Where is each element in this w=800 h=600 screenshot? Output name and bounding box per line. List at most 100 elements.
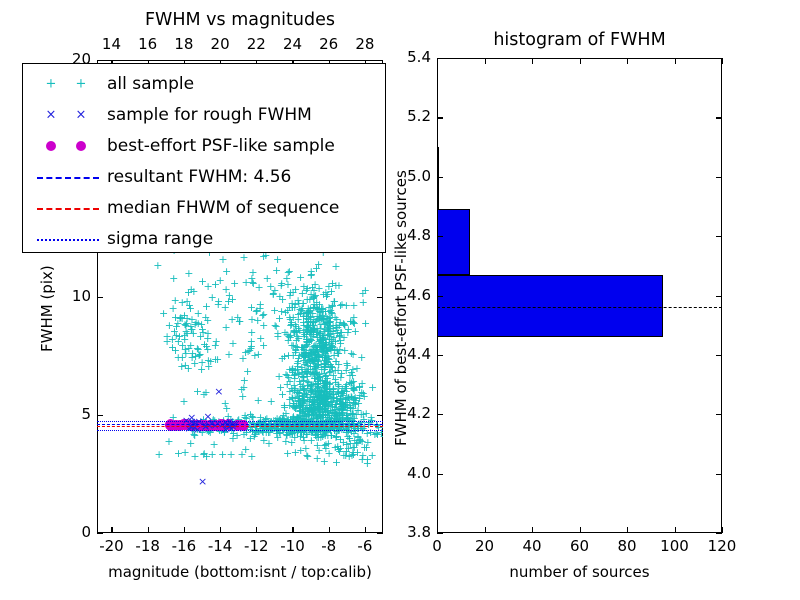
scatter-point-all-sample: + <box>343 425 353 439</box>
scatter-point-all-sample: + <box>320 400 331 414</box>
scatter-point-all-sample: + <box>321 355 332 369</box>
scatter-point-all-sample: + <box>306 347 316 361</box>
scatter-point-all-sample: + <box>308 412 319 426</box>
scatter-point-all-sample: + <box>347 448 357 462</box>
legend-glyph-dashed-line-icon <box>37 207 99 210</box>
scatter-point-all-sample: + <box>298 371 309 385</box>
scatter-point-all-sample: + <box>324 387 334 401</box>
scatter-point-all-sample: + <box>228 337 238 350</box>
scatter-point-all-sample: + <box>333 386 344 400</box>
scatter-point-all-sample: + <box>287 363 298 377</box>
scatter-point-all-sample: + <box>315 340 325 354</box>
scatter-point-all-sample: + <box>332 394 342 408</box>
scatter-point-all-sample: + <box>320 429 330 443</box>
scatter-point-all-sample: + <box>318 305 328 319</box>
scatter-point-all-sample: + <box>332 408 342 422</box>
scatter-point-all-sample: + <box>302 281 313 295</box>
scatter-point-all-sample: + <box>247 325 257 339</box>
scatter-point-all-sample: + <box>312 367 323 381</box>
scatter-point-all-sample: + <box>311 349 321 363</box>
scatter-point-all-sample: + <box>327 395 337 409</box>
scatter-point-all-sample: + <box>329 388 339 402</box>
scatter-point-all-sample: + <box>301 408 311 422</box>
right-ytick-2 <box>437 176 443 178</box>
scatter-point-all-sample: + <box>320 401 330 415</box>
scatter-point-all-sample: + <box>353 435 363 449</box>
scatter-point-all-sample: + <box>307 343 317 357</box>
scatter-point-all-sample: + <box>191 316 201 330</box>
scatter-point-all-sample: + <box>273 326 283 340</box>
scatter-point-all-sample: + <box>357 350 367 364</box>
scatter-point-all-sample: + <box>298 316 309 330</box>
scatter-point-all-sample: + <box>337 381 347 395</box>
scatter-point-all-sample: + <box>299 382 309 396</box>
scatter-point-all-sample: + <box>319 438 330 452</box>
scatter-point-all-sample: + <box>319 385 330 399</box>
scatter-point-all-sample: + <box>316 384 327 398</box>
scatter-point-all-sample: + <box>296 425 306 439</box>
scatter-point-all-sample: + <box>302 334 312 348</box>
scatter-point-all-sample: + <box>324 341 334 355</box>
scatter-point-all-sample: + <box>331 319 341 333</box>
scatter-point-all-sample: + <box>298 374 309 388</box>
scatter-point-all-sample: + <box>297 370 307 384</box>
scatter-point-all-sample: + <box>168 301 178 315</box>
right-yticklabel-7: 4.0 <box>407 463 431 482</box>
scatter-point-all-sample: + <box>223 409 233 423</box>
scatter-point-all-sample: + <box>292 385 303 399</box>
scatter-point-all-sample: + <box>352 446 363 460</box>
scatter-point-all-sample: + <box>346 401 356 415</box>
right-xticklabel-6: 120 <box>707 537 737 555</box>
scatter-point-all-sample: + <box>291 325 301 339</box>
scatter-point-all-sample: + <box>362 452 373 466</box>
scatter-point-all-sample: + <box>309 289 319 303</box>
left-xticklabel-bottom-6: -8 <box>321 537 337 555</box>
scatter-point-all-sample: + <box>210 352 221 366</box>
right-ytick-mirror-3 <box>716 236 722 238</box>
scatter-point-all-sample: + <box>299 346 309 360</box>
scatter-point-all-sample: + <box>256 332 266 346</box>
scatter-point-all-sample: + <box>305 345 315 359</box>
right-xtick-mirror-3 <box>579 58 581 64</box>
scatter-point-all-sample: + <box>322 387 332 401</box>
left-panel-title: FWHM vs magnitudes <box>144 10 335 30</box>
scatter-point-all-sample: + <box>323 403 333 417</box>
right-xticklabel-5: 100 <box>660 537 689 555</box>
scatter-point-all-sample: + <box>197 425 207 439</box>
scatter-point-all-sample: + <box>345 396 355 410</box>
scatter-point-all-sample: + <box>228 431 238 445</box>
scatter-point-all-sample: + <box>300 347 311 361</box>
scatter-point-all-sample: + <box>308 342 318 356</box>
scatter-point-all-sample: + <box>318 341 328 355</box>
scatter-point-all-sample: + <box>310 301 320 315</box>
scatter-point-all-sample: + <box>324 398 334 412</box>
scatter-point-all-sample: + <box>311 360 321 374</box>
scatter-point-all-sample: + <box>344 432 355 446</box>
scatter-point-all-sample: + <box>303 349 313 363</box>
scatter-point-all-sample: + <box>320 379 330 393</box>
scatter-point-all-sample: + <box>330 400 340 414</box>
scatter-point-all-sample: + <box>312 344 322 358</box>
scatter-point-all-sample: + <box>316 384 326 398</box>
scatter-point-all-sample: + <box>305 325 316 339</box>
scatter-point-all-sample: + <box>349 397 359 411</box>
scatter-point-all-sample: + <box>331 431 341 445</box>
scatter-point-all-sample: + <box>360 284 370 298</box>
left-yticklabel-0: 0 <box>81 523 91 541</box>
scatter-point-all-sample: + <box>241 275 251 289</box>
scatter-point-all-sample: + <box>287 338 297 352</box>
scatter-point-all-sample: + <box>300 328 310 342</box>
legend-marker-dashdot-line <box>29 223 107 254</box>
scatter-point-all-sample: + <box>304 405 315 419</box>
scatter-point-all-sample: + <box>167 333 177 347</box>
scatter-point-all-sample: + <box>302 359 312 373</box>
left-xticklabel-top-0: 14 <box>101 35 122 53</box>
scatter-point-all-sample: + <box>222 401 232 415</box>
scatter-point-all-sample: + <box>301 346 311 360</box>
scatter-point-all-sample: + <box>301 283 312 297</box>
scatter-point-all-sample: + <box>318 389 328 403</box>
scatter-point-all-sample: + <box>330 342 340 356</box>
scatter-point-all-sample: + <box>301 310 312 324</box>
scatter-point-all-sample: + <box>315 332 325 346</box>
scatter-point-all-sample: + <box>314 367 324 381</box>
